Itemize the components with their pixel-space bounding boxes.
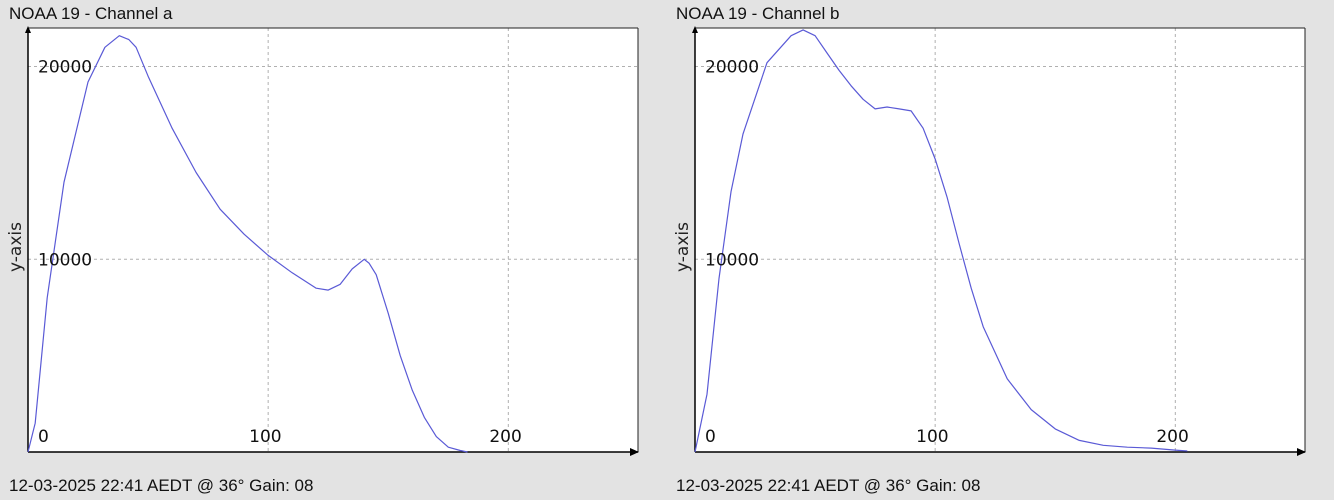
chart-title: NOAA 19 - Channel a <box>9 4 173 23</box>
x-tick-label: 0 <box>38 427 49 447</box>
x-tick-label: 200 <box>1156 427 1188 447</box>
chart-panel-channel-a: NOAA 19 - Channel a 10000 20000 0 100 200 y-a… <box>6 4 639 495</box>
chart-panel-channel-b: NOAA 19 - Channel b 10000 20000 0 100 200 y-a… <box>667 0 1334 500</box>
y-tick-label: 20000 <box>38 58 92 78</box>
y-tick-label: 10000 <box>705 250 759 270</box>
line-chart-channel-a: 10000 20000 0 100 200 y-axis <box>6 26 639 456</box>
y-axis-arrow-icon <box>692 26 698 33</box>
chart-footer-info: 12-03-2025 22:41 AEDT @ 36° Gain: 08 <box>9 476 314 495</box>
x-axis-arrow-icon <box>1297 448 1306 456</box>
x-axis-arrow-icon <box>630 448 639 456</box>
chart-footer-info: 12-03-2025 22:41 AEDT @ 36° Gain: 08 <box>676 476 981 495</box>
line-chart-channel-b: 10000 20000 0 100 200 y-axis <box>673 26 1306 456</box>
chart-title: NOAA 19 - Channel b <box>676 4 840 23</box>
x-tick-label: 100 <box>249 427 281 447</box>
x-tick-label: 0 <box>705 427 716 447</box>
x-tick-label: 100 <box>916 427 948 447</box>
y-axis-label: y-axis <box>673 222 693 272</box>
plot-area <box>695 28 1305 452</box>
series-line <box>27 35 468 453</box>
x-tick-label: 200 <box>489 427 521 447</box>
y-axis-label: y-axis <box>6 222 26 272</box>
y-tick-label: 20000 <box>705 58 759 78</box>
y-axis-arrow-icon <box>25 26 31 33</box>
plot-area <box>28 28 638 452</box>
y-tick-label: 10000 <box>38 250 92 270</box>
series-line <box>694 29 1188 453</box>
